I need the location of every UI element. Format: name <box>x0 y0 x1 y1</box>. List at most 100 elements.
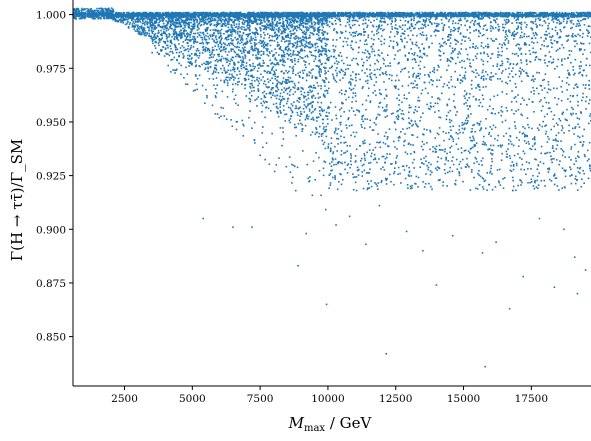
data-point <box>98 14 100 17</box>
data-point <box>167 17 170 20</box>
data-point <box>357 12 359 15</box>
data-point <box>125 16 127 19</box>
data-point <box>212 71 215 74</box>
data-point <box>176 22 179 25</box>
data-point <box>162 16 165 19</box>
data-point <box>497 12 500 14</box>
data-point <box>191 38 194 40</box>
data-point <box>390 13 393 15</box>
data-point <box>245 29 247 31</box>
data-point <box>157 29 160 32</box>
data-point <box>494 15 496 18</box>
data-point <box>168 19 170 21</box>
data-point <box>398 11 400 14</box>
data-point <box>281 55 283 58</box>
data-point <box>303 60 305 62</box>
data-point <box>288 119 290 122</box>
data-point <box>308 74 310 77</box>
data-point <box>282 30 284 32</box>
data-point <box>151 12 154 14</box>
data-point <box>304 64 306 66</box>
data-point <box>188 21 190 24</box>
data-point <box>117 20 119 23</box>
data-point <box>165 12 168 14</box>
data-point <box>413 15 416 17</box>
data-point <box>269 59 271 62</box>
data-point <box>146 26 149 28</box>
data-point <box>287 54 290 57</box>
data-point <box>195 11 198 14</box>
data-point <box>319 61 322 63</box>
data-point <box>389 14 391 16</box>
data-point <box>228 19 230 21</box>
data-point <box>241 12 243 15</box>
data-point <box>330 15 333 18</box>
data-point <box>192 32 195 35</box>
data-point <box>554 13 557 15</box>
data-point <box>269 12 272 15</box>
data-point <box>172 34 175 36</box>
data-point <box>263 16 266 18</box>
data-point <box>306 29 308 32</box>
data-point <box>223 57 225 60</box>
data-point <box>294 27 297 30</box>
data-point <box>293 123 296 126</box>
data-point <box>213 13 216 16</box>
data-point <box>391 15 393 17</box>
data-point <box>303 104 306 106</box>
data-point <box>296 14 298 16</box>
data-point <box>76 12 79 14</box>
data-point <box>285 81 288 83</box>
data-point <box>312 54 314 57</box>
data-point <box>153 28 155 30</box>
data-point <box>92 17 95 20</box>
data-point <box>120 15 122 18</box>
data-point <box>266 23 268 25</box>
data-point <box>266 33 269 35</box>
data-point <box>526 13 529 16</box>
data-point <box>211 17 214 20</box>
data-point <box>359 13 362 16</box>
data-point <box>290 15 293 18</box>
data-point <box>221 37 223 40</box>
data-point <box>236 11 238 14</box>
data-point <box>338 12 341 14</box>
data-point <box>283 25 285 28</box>
data-point <box>300 40 303 42</box>
data-point <box>447 15 450 17</box>
data-point <box>551 12 554 15</box>
data-point <box>107 12 109 15</box>
data-point <box>156 11 158 14</box>
data-point <box>238 20 240 23</box>
data-point <box>459 11 461 14</box>
data-point <box>448 12 450 14</box>
data-point <box>251 31 254 34</box>
data-point <box>306 73 308 75</box>
data-point <box>476 15 478 18</box>
data-point <box>102 9 104 12</box>
data-point <box>561 11 564 14</box>
data-point <box>323 38 326 40</box>
data-point <box>365 15 368 18</box>
data-point <box>297 26 299 29</box>
data-point <box>144 32 146 35</box>
data-point <box>396 12 399 14</box>
data-point <box>311 23 313 25</box>
data-point <box>302 107 305 110</box>
data-point <box>292 25 294 27</box>
data-point <box>249 32 252 35</box>
data-point <box>211 51 213 54</box>
data-point <box>320 54 323 56</box>
data-point <box>214 36 217 39</box>
data-point <box>248 20 251 23</box>
data-point <box>301 19 303 21</box>
data-point <box>245 15 248 17</box>
data-point <box>303 111 306 113</box>
data-point <box>363 15 365 18</box>
data-point <box>157 12 160 15</box>
data-point <box>332 15 335 18</box>
data-point <box>241 47 244 49</box>
data-point <box>473 15 476 18</box>
data-point <box>125 11 128 14</box>
data-point <box>404 12 407 15</box>
